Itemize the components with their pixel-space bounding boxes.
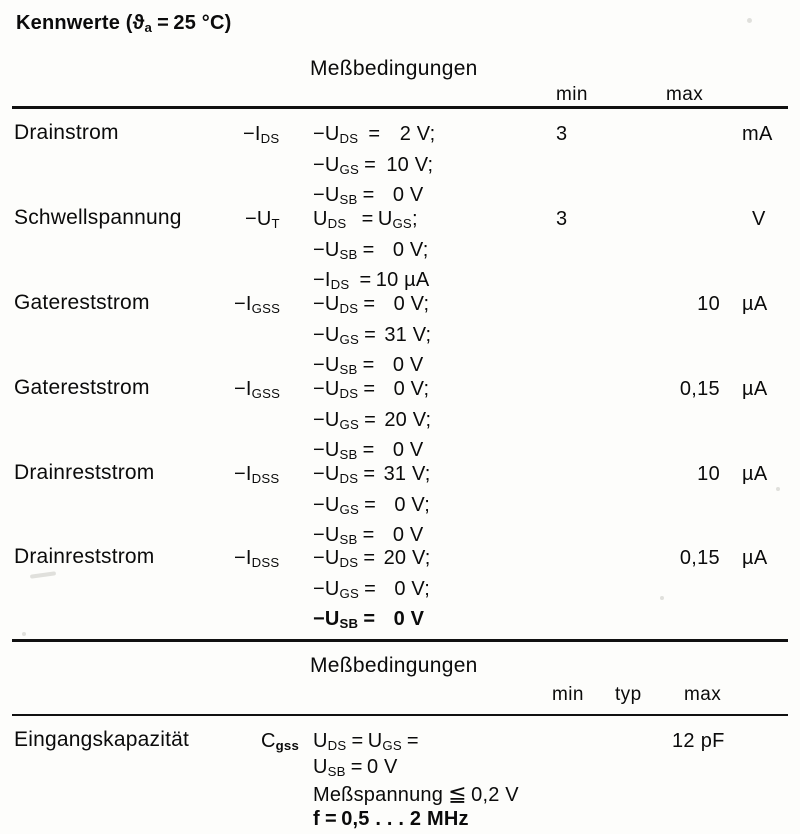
scan-speckle bbox=[22, 632, 26, 636]
param-symbol-idss: −IDSS bbox=[234, 547, 280, 570]
section1-top-rule bbox=[12, 106, 788, 109]
param-name-gatereststrom: Gatereststrom bbox=[14, 376, 150, 399]
param-name-gatereststrom: Gatereststrom bbox=[14, 291, 150, 314]
param-symbol-idss: −IDSS bbox=[234, 463, 280, 486]
condition-line: UDS = UGS; bbox=[313, 208, 418, 231]
condition-line: −USB = 0 V bbox=[313, 184, 424, 207]
value-unit: µA bbox=[742, 547, 768, 569]
param-name-drainstrom: Drainstrom bbox=[14, 121, 119, 144]
param-symbol-igss: −IGSS bbox=[234, 378, 281, 401]
condition-line: −USB = 0 V; bbox=[313, 239, 429, 262]
value-max: 12 pF bbox=[672, 730, 725, 752]
value-unit: µA bbox=[742, 293, 768, 315]
condition-line: −UGS = 0 V; bbox=[313, 494, 430, 517]
page-title: Kennwerte (ϑa = 25 °C) bbox=[16, 12, 232, 35]
condition-line: −UDS = 20 V; bbox=[313, 547, 431, 570]
value-max: 10 bbox=[697, 463, 720, 485]
condition-line: −USB = 0 V bbox=[313, 608, 425, 631]
page-title-text: Kennwerte bbox=[16, 12, 121, 34]
param-symbol-ut: −UT bbox=[245, 208, 280, 231]
param-symbol-ids: −IDS bbox=[243, 123, 280, 146]
title-theta-symbol: ϑ bbox=[132, 12, 145, 34]
param-name-drainreststrom: Drainreststrom bbox=[14, 545, 155, 568]
condition-line: −USB = 0 V bbox=[313, 439, 424, 462]
condition-line: −IDS = 10 µA bbox=[313, 269, 430, 292]
condition-line: −UGS = 0 V; bbox=[313, 578, 430, 601]
param-name-eingangskapazitaet: Eingangskapazität bbox=[14, 728, 190, 751]
title-theta-subscript: a bbox=[144, 19, 153, 35]
title-equals: = bbox=[157, 12, 169, 34]
condition-line: −UGS = 31 V; bbox=[313, 324, 432, 347]
param-symbol-cgss: Cgss bbox=[261, 730, 299, 753]
value-max: 0,15 bbox=[679, 378, 720, 400]
condition-line: −UGS = 10 V; bbox=[313, 154, 434, 177]
condition-line: −UDS = 0 V; bbox=[313, 378, 430, 401]
scan-speckle bbox=[776, 487, 780, 491]
param-name-schwellspannung: Schwellspannung bbox=[14, 206, 182, 229]
value-unit: mA bbox=[742, 123, 773, 145]
section2-column-header-max: max bbox=[684, 684, 722, 705]
scan-speckle bbox=[29, 571, 57, 579]
value-min: 3 bbox=[556, 123, 568, 145]
condition-line: Meßspannung ≦ 0,2 V bbox=[313, 781, 519, 806]
section2-column-header-typ: typ bbox=[615, 684, 642, 705]
value-max: 10 bbox=[697, 293, 720, 315]
section2-header-rule bbox=[12, 714, 788, 716]
scan-speckle bbox=[747, 18, 752, 23]
section2-conditions-header: Meßbedingungen bbox=[310, 654, 478, 677]
condition-line: −USB = 0 V bbox=[313, 354, 424, 377]
value-unit: µA bbox=[742, 463, 768, 485]
section2-top-rule bbox=[12, 639, 788, 642]
condition-line: −USB = 0 V bbox=[313, 524, 424, 547]
condition-line: USB = 0 V bbox=[313, 756, 398, 779]
section1-column-header-max: max bbox=[666, 84, 704, 105]
condition-line: −UGS = 20 V; bbox=[313, 409, 432, 432]
param-name-drainreststrom: Drainreststrom bbox=[14, 461, 155, 484]
title-temperature: 25 °C bbox=[173, 12, 225, 34]
scan-speckle bbox=[660, 596, 664, 600]
condition-line: UDS = UGS = bbox=[313, 730, 419, 753]
value-min: 3 bbox=[556, 208, 568, 230]
value-unit: µA bbox=[742, 378, 768, 400]
section2-column-header-min: min bbox=[552, 684, 584, 705]
value-unit: V bbox=[752, 208, 766, 230]
section1-column-header-min: min bbox=[556, 84, 588, 105]
condition-line: f = 0,5 . . . 2 MHz bbox=[313, 808, 469, 830]
condition-line: −UDS = 2 V; bbox=[313, 123, 436, 146]
section1-conditions-header: Meßbedingungen bbox=[310, 57, 478, 80]
param-symbol-igss: −IGSS bbox=[234, 293, 281, 316]
condition-line: −UDS = 0 V; bbox=[313, 293, 430, 316]
value-max: 0,15 bbox=[679, 547, 720, 569]
condition-line: −UDS = 31 V; bbox=[313, 463, 431, 486]
